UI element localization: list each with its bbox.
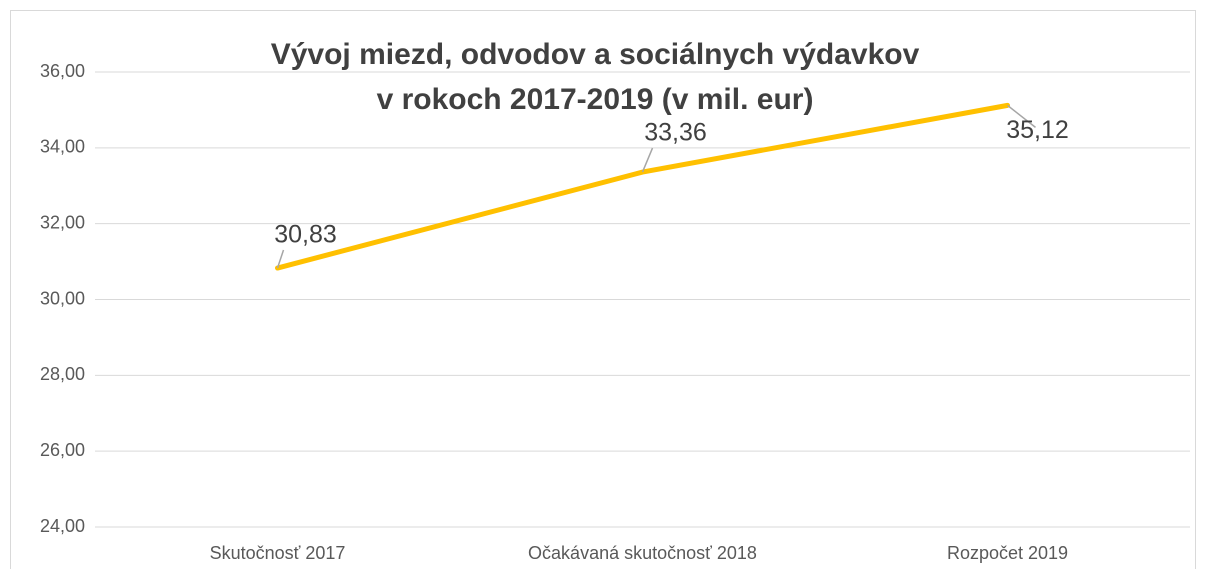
x-tick-label: Skutočnosť 2017 — [210, 543, 346, 563]
x-tick-label: Očakávaná skutočnosť 2018 — [528, 543, 757, 563]
leader-line — [276, 249, 285, 269]
chart-title: Vývoj miezd, odvodov a sociálnych výdavk… — [271, 38, 920, 71]
leader-line — [641, 147, 654, 173]
y-tick-label: 30,00 — [40, 288, 85, 308]
y-tick-label: 28,00 — [40, 364, 85, 384]
data-label: 30,83 — [274, 221, 337, 249]
chart-frame — [10, 10, 1196, 574]
y-tick-label: 34,00 — [40, 137, 85, 157]
chart-title: v rokoch 2017-2019 (v mil. eur) — [377, 83, 814, 116]
y-tick-label: 24,00 — [40, 516, 85, 536]
y-tick-label: 36,00 — [40, 61, 85, 81]
data-label: 33,36 — [644, 119, 707, 147]
leader-line — [1007, 104, 1036, 128]
x-tick-label: Rozpočet 2019 — [947, 543, 1068, 563]
y-tick-label: 32,00 — [40, 212, 85, 232]
y-tick-label: 26,00 — [40, 440, 85, 460]
data-label: 35,12 — [1006, 116, 1069, 144]
